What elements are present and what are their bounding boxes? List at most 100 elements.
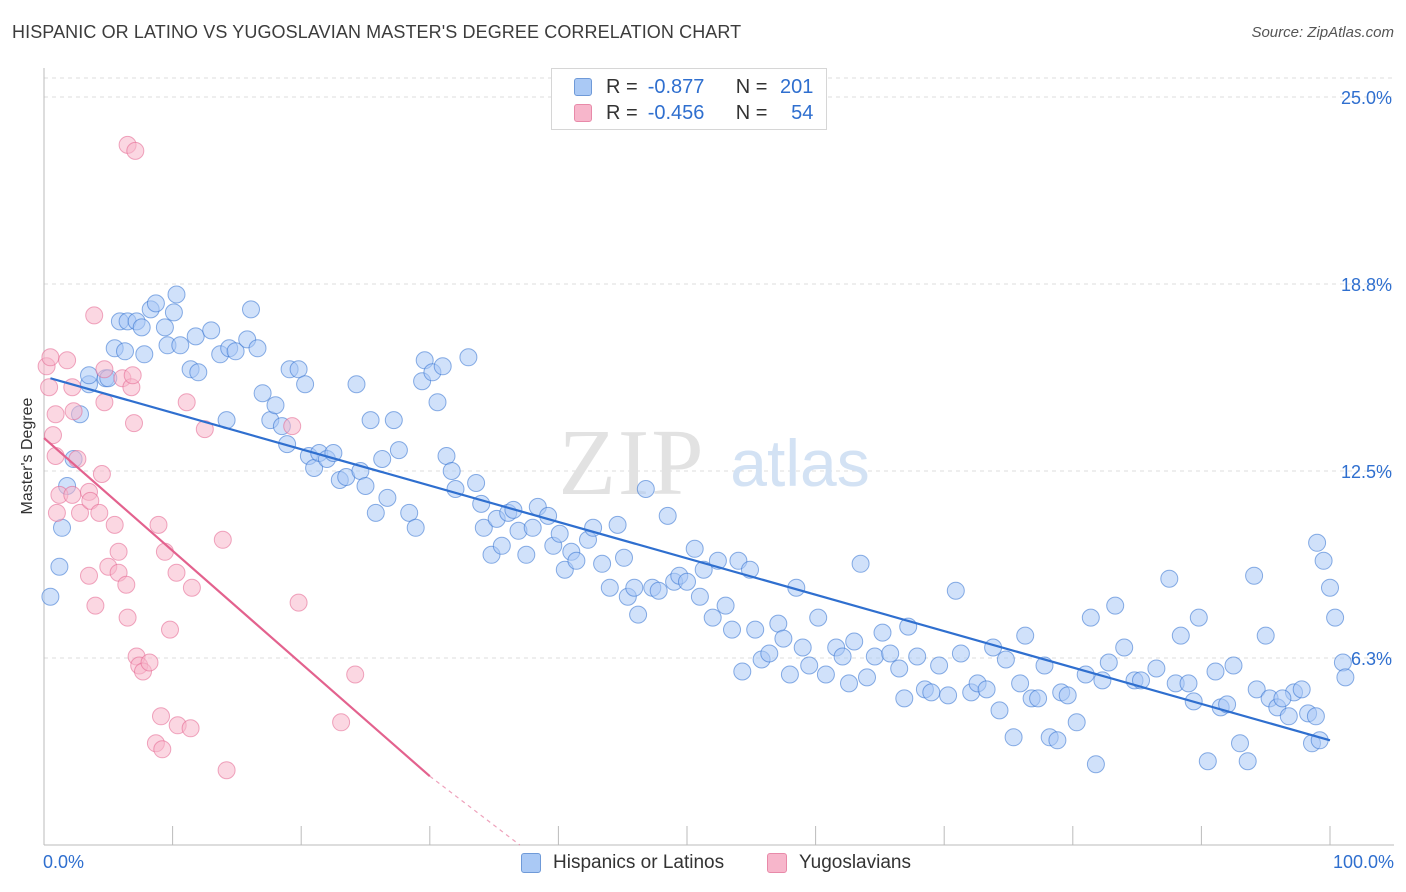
- point-yugoslavians: [109, 542, 128, 561]
- legend-item-yugoslavians[interactable]: Yugoslavians: [767, 852, 911, 874]
- point-hispanics: [939, 686, 958, 705]
- point-hispanics: [1086, 755, 1105, 774]
- point-yugoslavians: [125, 414, 143, 433]
- point-hispanics: [41, 587, 60, 606]
- point-hispanics: [608, 515, 627, 534]
- point-yugoslavians: [63, 485, 82, 504]
- point-hispanics: [378, 488, 397, 507]
- point-yugoslavians: [155, 542, 174, 561]
- point-hispanics: [1004, 728, 1023, 747]
- point-hispanics: [1081, 608, 1100, 627]
- point-hispanics: [1115, 638, 1134, 657]
- point-yugoslavians: [92, 465, 111, 483]
- point-hispanics: [774, 629, 793, 648]
- point-hispanics: [746, 620, 765, 639]
- point-hispanics: [851, 554, 870, 573]
- point-hispanics: [951, 644, 970, 663]
- point-hispanics: [1189, 608, 1208, 627]
- legend-r-label: R =: [606, 75, 638, 98]
- y-tick-labels: 25.0% 18.8% 12.5% 6.3%: [1341, 88, 1392, 669]
- point-hispanics: [1314, 551, 1333, 570]
- point-hispanics: [356, 477, 375, 495]
- chart-title: HISPANIC OR LATINO VS YUGOSLAVIAN MASTER…: [12, 22, 742, 42]
- point-hispanics: [858, 668, 876, 687]
- point-yugoslavians: [81, 491, 100, 510]
- point-hispanics: [833, 647, 852, 666]
- point-yugoslavians: [40, 378, 59, 397]
- point-hispanics: [1256, 626, 1275, 645]
- point-hispanics: [253, 384, 272, 403]
- point-yugoslavians: [182, 578, 201, 597]
- x-axis-max-label: 100.0%: [1332, 852, 1394, 872]
- point-yugoslavians: [161, 620, 179, 639]
- legend-n-value: 201: [780, 75, 814, 98]
- y-tick-label: 12.5%: [1341, 462, 1392, 482]
- point-hispanics: [733, 662, 752, 681]
- point-hispanics: [366, 503, 385, 522]
- legend-label-yugoslavians: Yugoslavians: [799, 852, 911, 873]
- point-hispanics: [164, 303, 183, 322]
- point-hispanics: [517, 545, 536, 564]
- point-hispanics: [930, 656, 949, 675]
- point-hispanics: [1310, 731, 1329, 750]
- point-hispanics: [890, 659, 909, 678]
- point-hispanics: [155, 318, 174, 337]
- point-hispanics: [1279, 707, 1298, 726]
- point-hispanics: [248, 339, 267, 358]
- point-hispanics: [361, 411, 380, 430]
- point-yugoslavians: [64, 402, 83, 421]
- point-hispanics: [384, 411, 403, 430]
- point-hispanics: [895, 689, 914, 708]
- point-hispanics: [678, 572, 696, 591]
- point-hispanics: [1308, 533, 1327, 552]
- legend-row-yugoslavians: R = -0.456 N = 54: [574, 100, 813, 126]
- point-hispanics: [990, 701, 1009, 720]
- point-yugoslavians: [123, 366, 142, 385]
- correlation-legend: R = -0.877 N = 201 R = -0.456 N = 54: [551, 68, 827, 130]
- y-tick-label: 18.8%: [1341, 275, 1392, 295]
- point-hispanics: [1245, 566, 1264, 585]
- legend-r-value: -0.456: [647, 101, 705, 124]
- trend-lines: [43, 377, 1331, 846]
- watermark: ZIP atlas: [559, 411, 870, 515]
- point-yugoslavians: [71, 503, 89, 522]
- y-tick-label: 6.3%: [1351, 649, 1392, 669]
- point-hispanics: [428, 393, 447, 412]
- point-yugoslavians: [95, 360, 114, 379]
- point-yugoslavians: [68, 450, 87, 468]
- legend-swatch-hispanics: [574, 78, 592, 96]
- point-hispanics: [922, 683, 941, 702]
- point-hispanics: [881, 644, 900, 663]
- point-hispanics: [459, 348, 478, 367]
- point-hispanics: [474, 518, 493, 537]
- point-hispanics: [840, 674, 858, 693]
- point-hispanics: [442, 462, 461, 480]
- point-hispanics: [1011, 674, 1030, 693]
- legend-item-hispanics[interactable]: Hispanics or Latinos: [521, 852, 724, 874]
- point-hispanics: [816, 665, 835, 684]
- point-hispanics: [1067, 713, 1086, 732]
- point-yugoslavians: [46, 405, 65, 424]
- point-hispanics: [1099, 653, 1118, 672]
- point-hispanics: [615, 548, 633, 567]
- point-hispanics: [1179, 674, 1198, 693]
- point-hispanics: [146, 294, 165, 313]
- point-hispanics: [242, 300, 260, 319]
- point-yugoslavians: [85, 306, 104, 325]
- point-hispanics: [347, 375, 366, 394]
- point-hispanics: [690, 587, 709, 606]
- trend-line-yugoslavians: [43, 437, 431, 778]
- y-tick-label: 25.0%: [1341, 88, 1392, 108]
- legend-row-hispanics: R = -0.877 N = 201: [574, 74, 813, 100]
- point-hispanics: [769, 614, 788, 633]
- point-hispanics: [189, 363, 208, 382]
- point-hispanics: [1273, 689, 1292, 708]
- point-yugoslavians: [118, 608, 137, 627]
- trend-line-hispanics: [50, 377, 1331, 742]
- point-hispanics: [649, 581, 668, 600]
- point-yugoslavians: [105, 515, 124, 534]
- point-hispanics: [1016, 626, 1035, 645]
- point-hispanics: [202, 321, 221, 340]
- point-hispanics: [550, 524, 569, 543]
- point-hispanics: [171, 336, 190, 355]
